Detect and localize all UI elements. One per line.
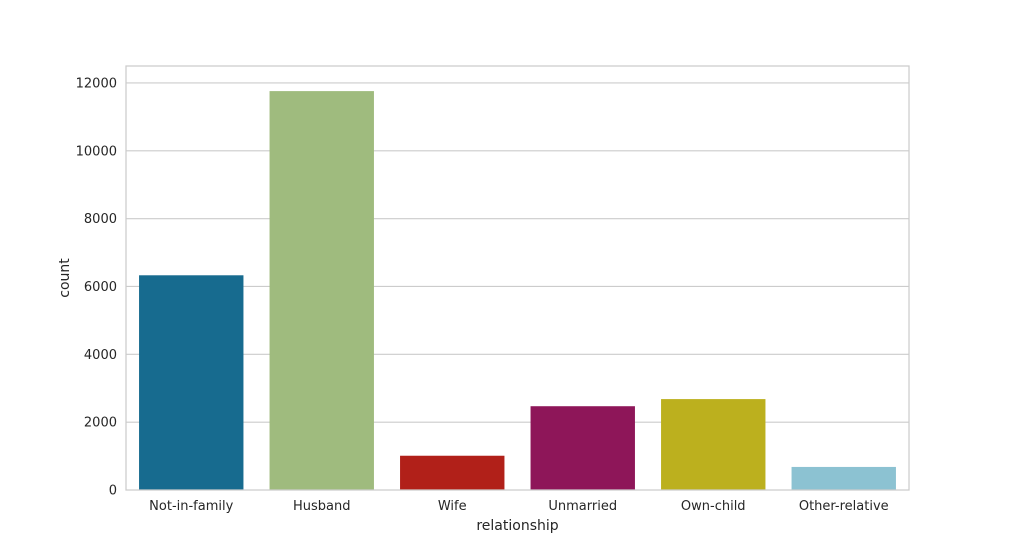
x-tick-label-husband: Husband [293,499,351,514]
y-tick-label: 12000 [76,76,117,91]
bar-own-child [661,399,766,490]
plot-frame [125,65,910,491]
y-tick-label: 2000 [84,416,117,431]
x-tick-label-not-in-family: Not-in-family [149,499,233,514]
bar-husband [269,91,374,490]
bar-wife [400,455,505,490]
plot-area-background [126,66,909,490]
x-tick-label-other-relative: Other-relative [799,499,889,514]
x-tick-label-wife: Wife [438,499,467,514]
x-tick-labels: Not-in-family Husband Wife Unmarried Own-chi… [149,499,888,514]
gridlines [126,82,909,423]
y-tick-label: 6000 [84,280,117,295]
y-tick-label: 8000 [84,212,117,227]
y-tick-label: 4000 [84,348,117,363]
x-tick-label-unmarried: Unmarried [548,499,617,514]
bar-other-relative [791,466,896,490]
y-tick-label: 0 [109,484,117,499]
bars [139,91,896,490]
y-tick-label: 10000 [76,144,117,159]
x-tick-label-own-child: Own-child [681,499,746,514]
bar-unmarried [530,406,635,490]
bar-not-in-family [139,275,244,490]
y-tick-labels: 0 2000 4000 6000 8000 10000 12000 [76,76,117,498]
x-axis-title: relationship [476,518,558,534]
y-axis-title: count [57,258,73,298]
